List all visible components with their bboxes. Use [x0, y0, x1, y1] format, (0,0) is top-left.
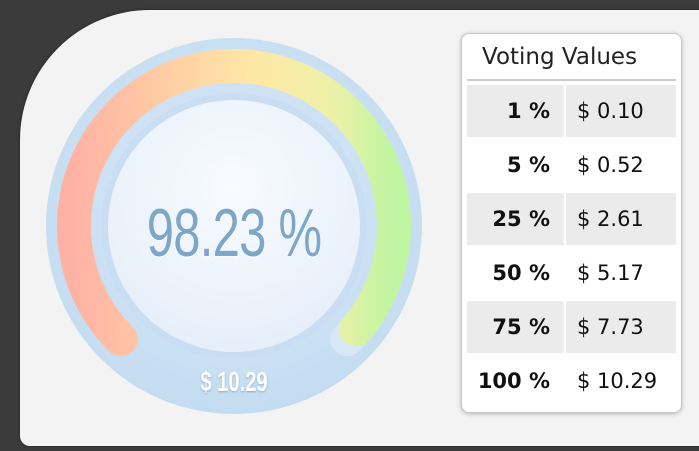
table-row: 25 % $ 2.61	[467, 193, 676, 245]
gauge-dollar-value: $ 10.29	[200, 366, 268, 397]
value-cell: $ 5.17	[566, 247, 676, 299]
percent-cell: 75 %	[467, 301, 564, 353]
gauge-percent-value: 98.23 %	[146, 195, 322, 271]
voting-power-gauge: 98.23 % $ 10.29	[44, 36, 424, 416]
table-row: 100 % $ 10.29	[467, 355, 676, 407]
gauge-fill-arc	[57, 49, 411, 357]
gauge-inner-disc	[108, 100, 360, 352]
percent-cell: 100 %	[467, 355, 564, 407]
value-cell: $ 7.73	[566, 301, 676, 353]
percent-cell: 25 %	[467, 193, 564, 245]
table-row: 75 % $ 7.73	[467, 301, 676, 353]
value-cell: $ 2.61	[566, 193, 676, 245]
table-rows: 1 % $ 0.10 5 % $ 0.52 25 % $ 2.61 50 % $…	[467, 85, 676, 409]
voting-values-table: Voting Values 1 % $ 0.10 5 % $ 0.52 25 %…	[461, 33, 682, 413]
value-cell: $ 0.10	[566, 85, 676, 137]
table-row: 50 % $ 5.17	[467, 247, 676, 299]
percent-cell: 50 %	[467, 247, 564, 299]
table-title: Voting Values	[482, 44, 638, 70]
table-row: 1 % $ 0.10	[467, 85, 676, 137]
value-cell: $ 0.52	[566, 139, 676, 191]
value-cell: $ 10.29	[566, 355, 676, 407]
table-row: 5 % $ 0.52	[467, 139, 676, 191]
title-divider	[467, 79, 676, 81]
percent-cell: 5 %	[467, 139, 564, 191]
gauge-graphic	[46, 38, 422, 414]
percent-cell: 1 %	[467, 85, 564, 137]
